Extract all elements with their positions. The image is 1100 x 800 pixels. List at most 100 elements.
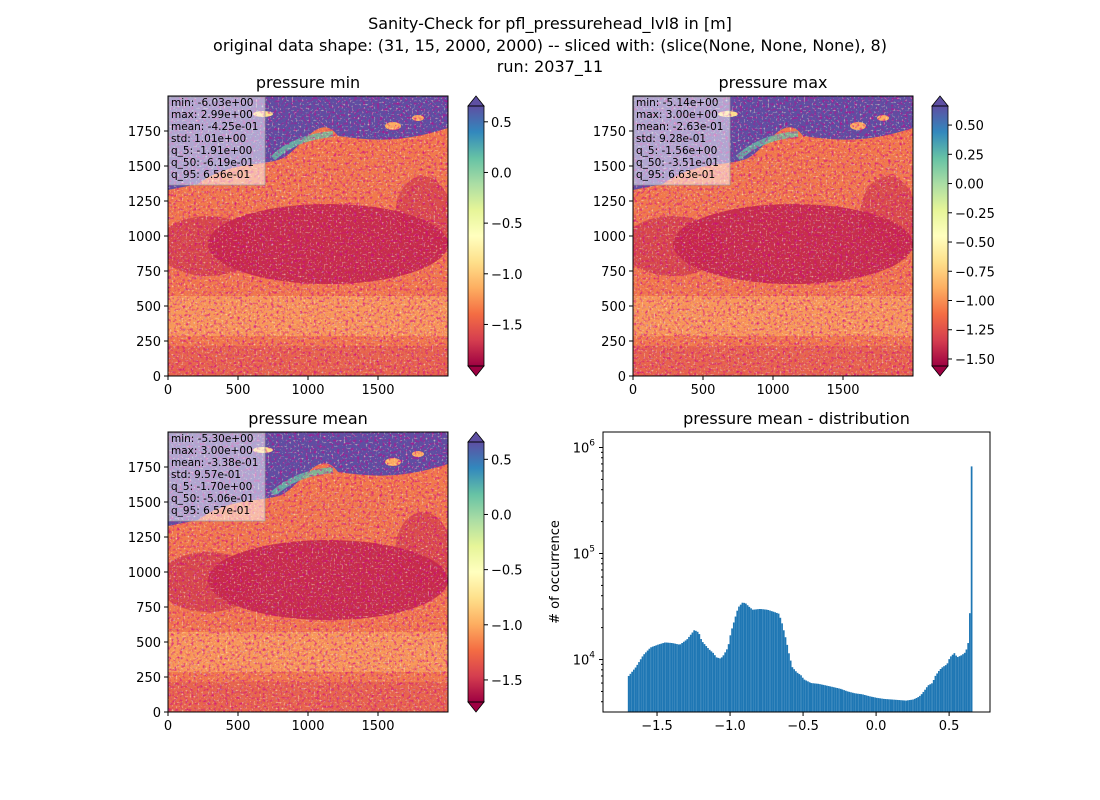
histogram-bar [970,466,973,712]
stats-box-background [168,96,266,186]
y-tick-label: 750 [136,265,161,280]
histogram-bar [786,644,789,712]
x-tick-label: 1000 [291,383,324,398]
histogram-bar [941,667,944,712]
histogram-bar [836,688,839,712]
colorbar-gradient [468,106,484,366]
y-tick-label: 1000 [128,566,161,581]
histogram-bar [767,610,770,712]
histogram-bar [632,669,635,712]
x-tick-label: 500 [226,383,251,398]
y-tick-label: 1750 [593,125,626,140]
histogram-bar [689,634,692,712]
colorbar-tick-label: 0.0 [491,508,512,523]
histogram-bar [938,671,940,712]
histogram-bar [636,664,639,712]
colorbar-tick-label: −1.25 [955,324,995,339]
histogram-bar [965,649,968,712]
histogram-bar [874,697,876,712]
histogram-bar [796,672,799,712]
histogram-bar [877,698,880,712]
histogram-bar [969,613,971,712]
stats-line: max: 3.00e+00 [636,109,718,121]
histogram-bar [777,613,780,712]
histogram-bar [901,700,904,712]
colorbar: 0.50 0.25 0.00 −0.25 −0.50 −0.75 −1.00 −1.25 −1.… [931,95,995,377]
axes-title: pressure min [256,73,360,92]
histogram-bar [855,693,858,712]
colorbar-gradient [932,106,948,366]
histogram-bar [829,686,832,712]
histogram-bar [884,699,887,712]
y-tick-label: 106 [573,438,596,456]
colorbar: 0.5 0.0 −0.5 −1.0 −1.5 [467,95,523,377]
histogram-bar [681,643,683,712]
y-tick-label: 1500 [128,496,161,511]
map-image [168,96,448,376]
histogram-bar [726,649,728,712]
histogram-bar [760,609,763,712]
histogram-bar [658,644,661,712]
stats-line: q_5: -1.70e+00 [171,481,252,493]
colorbar-tick-label: −0.75 [955,265,995,280]
stats-line: min: -5.14e+00 [636,97,718,109]
histogram-bar [838,688,840,712]
histogram-bar [772,611,775,712]
x-tick-label: 0 [629,383,637,398]
stats-line: std: 1.01e+00 [171,133,246,145]
colorbar-tick-label: −1.0 [491,619,523,634]
stats-line: max: 3.00e+00 [171,445,253,457]
x-tick-label: 1000 [291,719,324,734]
histogram-bar [638,662,640,712]
histogram-bar [825,685,828,712]
histogram-bar [682,641,685,712]
histogram-bar [803,679,806,712]
histogram-bar [958,656,961,712]
histogram-bar [700,639,702,712]
histogram-bar [844,690,847,712]
y-tick-label: 1750 [128,461,161,476]
histogram-bar [693,630,696,712]
histogram-bar [894,699,897,712]
histogram-bar [815,683,818,712]
histogram-bar [679,644,682,712]
histogram-bar [922,691,925,712]
histogram-bar [896,699,899,712]
map-noise-blue [168,492,448,712]
colorbar-tick-label: 0.00 [955,178,984,193]
histogram-bar [696,631,699,712]
histogram-bar [653,645,656,712]
y-tick-label: 105 [573,545,595,563]
histogram-bar [903,700,906,712]
histogram-bar [919,695,921,712]
histogram-bar [676,644,678,712]
histogram-bar [882,698,885,712]
x-tick-label: 0.5 [939,719,960,734]
colorbar-extend-min [931,365,949,377]
histogram-bar [732,622,735,712]
colorbar-tick-label: −0.5 [491,564,523,579]
histogram-bar [801,677,804,712]
histogram-bar [651,646,654,712]
histogram-bars [627,466,973,712]
histogram-bar [798,674,801,712]
histogram-bar [793,669,795,712]
histogram-bar [807,681,809,712]
histogram-bar [631,671,633,712]
colorbar-tick-label: 0.5 [491,116,512,131]
histogram-bar [669,642,671,712]
histogram-bar [946,663,949,712]
histogram-bar [719,658,721,712]
histogram-bar [967,643,970,712]
histogram-bar [813,683,816,712]
histogram-bar [770,611,773,712]
histogram-bar [781,623,783,712]
histogram-bar [691,632,694,712]
colorbar-tick-label: −1.5 [491,318,523,333]
histogram-bar [848,691,851,712]
histogram-bar [888,699,890,712]
histogram-bar [939,669,942,712]
